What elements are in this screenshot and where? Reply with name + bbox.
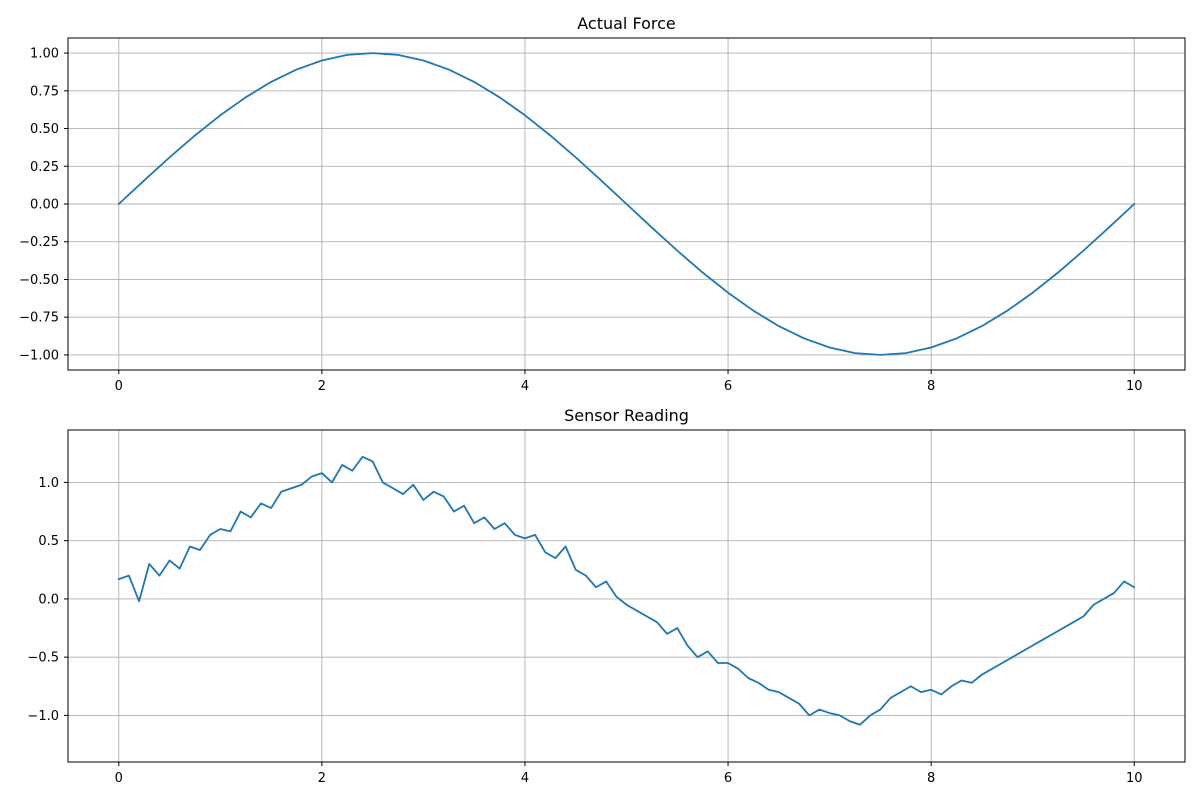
- y-tick-label: 1.00: [30, 47, 59, 62]
- y-tick-label: −1.0: [27, 709, 59, 724]
- chart-2: 0 2 4 6 8 10 1.0 0.5 0.0 −0.5 −1.0 Sensor Reading: [27, 406, 1186, 786]
- x-tick-label: 4: [521, 379, 529, 394]
- y-tick-label: −0.5: [27, 651, 59, 666]
- chart-title: Sensor Reading: [564, 406, 689, 425]
- y-tick-label: −0.75: [19, 311, 59, 326]
- x-tick-label: 2: [318, 771, 326, 786]
- x-tick-label: 10: [1126, 379, 1143, 394]
- x-tick-label: 6: [724, 771, 732, 786]
- y-tick-label: 0.0: [38, 592, 59, 607]
- axes-frame: [67, 429, 1186, 763]
- x-tick-label: 6: [724, 379, 732, 394]
- x-tick-label: 2: [318, 379, 326, 394]
- y-tick-label: 0.50: [30, 122, 59, 137]
- x-tick-label: 10: [1126, 771, 1143, 786]
- x-tick-label: 0: [115, 771, 123, 786]
- y-tick-label: 1.0: [38, 476, 59, 491]
- x-tick-label: 8: [927, 771, 935, 786]
- y-tick-label: −0.50: [19, 273, 59, 288]
- y-tick-label: 0.25: [30, 160, 59, 175]
- x-tick-label: 8: [927, 379, 935, 394]
- series-line: [117, 52, 1136, 356]
- series-line: [117, 455, 1136, 726]
- chart-1: 0 2 4 6 8 10 1.00 0.75 0.50 0.25 0.00 −0.25 −0.50 −0.…: [19, 14, 1186, 394]
- x-tick-label: 4: [521, 771, 529, 786]
- y-tick-label: 0.00: [30, 198, 59, 213]
- y-tick-label: 0.75: [30, 84, 59, 99]
- y-tick-label: −1.00: [19, 348, 59, 363]
- chart-title: Actual Force: [577, 14, 676, 33]
- y-tick-label: −0.25: [19, 235, 59, 250]
- x-tick-label: 0: [115, 379, 123, 394]
- y-tick-label: 0.5: [38, 534, 59, 549]
